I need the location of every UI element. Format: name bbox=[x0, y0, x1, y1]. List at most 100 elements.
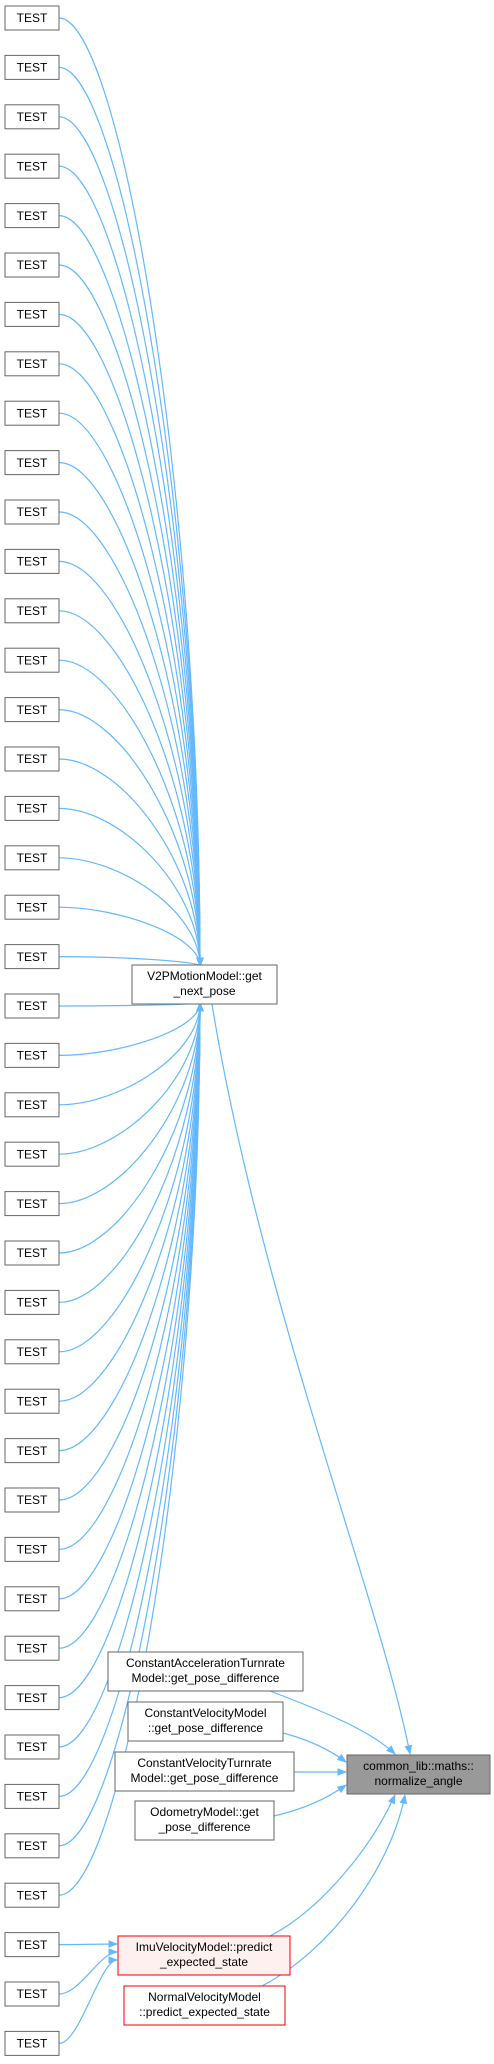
test-label: TEST bbox=[17, 1049, 48, 1063]
test-node bbox=[4, 104, 60, 130]
edge bbox=[58, 1002, 204, 1896]
test-label: TEST bbox=[17, 950, 48, 964]
edge bbox=[58, 1002, 204, 1797]
function-node bbox=[134, 1800, 275, 1841]
edge bbox=[58, 906, 204, 967]
test-label: TEST bbox=[17, 1098, 48, 1112]
test-node bbox=[4, 1783, 60, 1809]
edge bbox=[58, 215, 204, 967]
test-label: TEST bbox=[17, 11, 48, 25]
test-label: TEST bbox=[17, 900, 48, 914]
test-node bbox=[4, 993, 60, 1019]
test-node bbox=[4, 2030, 60, 2056]
edge bbox=[58, 1002, 204, 1550]
edge bbox=[58, 1002, 204, 1452]
test-label: TEST bbox=[17, 1691, 48, 1705]
test-node bbox=[4, 894, 60, 920]
function-node bbox=[131, 964, 278, 1005]
test-node bbox=[4, 153, 60, 179]
edge bbox=[58, 857, 204, 967]
test-label: TEST bbox=[17, 604, 48, 618]
test-node bbox=[4, 1339, 60, 1365]
edge bbox=[58, 313, 204, 967]
test-node bbox=[4, 499, 60, 525]
test-node bbox=[4, 1042, 60, 1068]
test-node bbox=[4, 1092, 60, 1118]
edge bbox=[211, 1003, 413, 1755]
test-node bbox=[4, 697, 60, 723]
edge bbox=[58, 1002, 204, 1205]
test-label: TEST bbox=[17, 505, 48, 519]
edge bbox=[58, 462, 204, 967]
function-label: V2PMotionModel::get bbox=[147, 969, 262, 983]
edge bbox=[58, 709, 204, 967]
test-label: TEST bbox=[17, 1493, 48, 1507]
test-node bbox=[4, 746, 60, 772]
function-node bbox=[127, 1701, 284, 1742]
test-label: TEST bbox=[17, 653, 48, 667]
function-label: _pose_difference bbox=[158, 1820, 251, 1834]
edge bbox=[58, 1002, 204, 1254]
edge bbox=[58, 758, 204, 967]
edge bbox=[58, 1002, 204, 1303]
test-node bbox=[4, 944, 60, 970]
test-label: TEST bbox=[17, 851, 48, 865]
test-label: TEST bbox=[17, 1246, 48, 1260]
function-label: _expected_state bbox=[159, 1955, 248, 1969]
function-node bbox=[107, 1651, 304, 1692]
test-node bbox=[4, 203, 60, 229]
function-node bbox=[114, 1751, 295, 1792]
edge bbox=[58, 1002, 204, 1699]
test-node bbox=[4, 1981, 60, 2007]
edge bbox=[58, 610, 204, 967]
test-node bbox=[4, 647, 60, 673]
test-label: TEST bbox=[17, 308, 48, 322]
edge bbox=[58, 66, 204, 967]
test-label: TEST bbox=[17, 1296, 48, 1310]
function-label: OdometryModel::get bbox=[150, 1805, 259, 1819]
function-label: ::predict_expected_state bbox=[139, 2005, 270, 2019]
test-label: TEST bbox=[17, 703, 48, 717]
edge bbox=[58, 264, 204, 967]
edge bbox=[58, 1002, 204, 1402]
test-node bbox=[4, 450, 60, 476]
test-node bbox=[4, 845, 60, 871]
test-label: TEST bbox=[17, 1839, 48, 1853]
test-node bbox=[4, 1487, 60, 1513]
test-node bbox=[4, 1635, 60, 1661]
test-label: TEST bbox=[17, 406, 48, 420]
test-label: TEST bbox=[17, 1147, 48, 1161]
test-label: TEST bbox=[17, 1888, 48, 1902]
edge bbox=[58, 363, 204, 967]
function-label: common_lib::maths:: bbox=[363, 1759, 474, 1773]
function-label: NormalVelocityModel bbox=[148, 1990, 261, 2004]
edge bbox=[58, 560, 204, 967]
function-label: ConstantAccelerationTurnrate bbox=[126, 1656, 285, 1670]
test-node bbox=[4, 54, 60, 80]
function-label: _next_pose bbox=[172, 984, 235, 998]
test-node bbox=[4, 598, 60, 624]
test-node bbox=[4, 400, 60, 426]
edge bbox=[282, 1732, 347, 1763]
test-node bbox=[4, 1536, 60, 1562]
test-label: TEST bbox=[17, 1938, 48, 1952]
test-label: TEST bbox=[17, 159, 48, 173]
edge bbox=[58, 1956, 118, 2044]
test-label: TEST bbox=[17, 1197, 48, 1211]
test-node bbox=[4, 252, 60, 278]
edge bbox=[58, 956, 204, 967]
edge bbox=[58, 1002, 204, 1056]
test-node bbox=[4, 1932, 60, 1958]
test-node bbox=[4, 351, 60, 377]
test-label: TEST bbox=[17, 1740, 48, 1754]
test-label: TEST bbox=[17, 1394, 48, 1408]
test-label: TEST bbox=[17, 752, 48, 766]
edge bbox=[58, 1948, 118, 1995]
edge bbox=[58, 412, 204, 967]
edge bbox=[58, 807, 204, 967]
test-node bbox=[4, 1586, 60, 1612]
test-node bbox=[4, 1438, 60, 1464]
test-label: TEST bbox=[17, 209, 48, 223]
test-node bbox=[4, 1833, 60, 1859]
